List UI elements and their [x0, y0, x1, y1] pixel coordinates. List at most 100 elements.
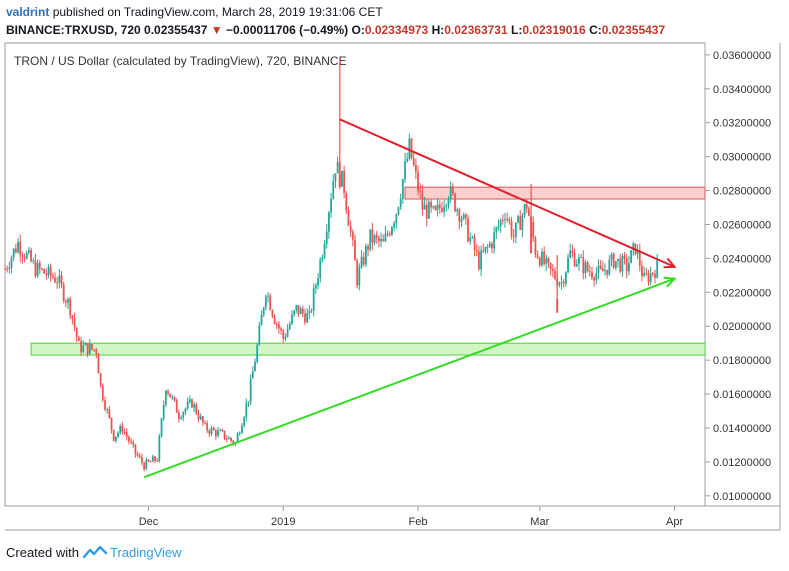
candle-down [49, 266, 52, 276]
candle-up [514, 222, 517, 237]
candle-down [134, 444, 137, 454]
candle-down [419, 190, 422, 193]
candle-down [430, 201, 432, 208]
y-tick-label: 0.02400000 [713, 253, 771, 265]
candle-down [60, 275, 63, 285]
candle-up [119, 425, 122, 433]
candle-down [375, 235, 378, 238]
x-tick-label: 2019 [271, 516, 295, 528]
candle-down [388, 234, 391, 236]
candle-up [323, 243, 326, 258]
candle-up [264, 296, 267, 308]
candle-up [364, 246, 367, 265]
candle-down [204, 422, 206, 424]
candle-up [384, 233, 387, 242]
candle-down [441, 208, 443, 212]
candle-down [582, 257, 585, 274]
candle-up [10, 257, 13, 268]
candle-down [97, 353, 100, 374]
candle-down [282, 330, 285, 339]
candle-down [178, 412, 180, 419]
candle-up [243, 417, 246, 426]
candle-up [306, 313, 309, 323]
y-tick-label: 0.01600000 [713, 389, 771, 401]
y-tick-label: 0.02600000 [713, 219, 771, 231]
candle-up [632, 243, 635, 251]
candle-up [397, 207, 400, 215]
candle-up [256, 344, 259, 362]
candle-down [645, 273, 648, 275]
author-link[interactable]: valdrint [6, 5, 50, 19]
candle-down [149, 461, 152, 463]
candle-up [325, 231, 328, 244]
candle-down [367, 246, 369, 250]
y-tick-label: 0.03200000 [713, 118, 771, 130]
candle-down [382, 238, 385, 242]
candle-down [208, 430, 211, 434]
candle-up [82, 345, 85, 352]
candle-down [221, 430, 224, 432]
candle-down [143, 462, 146, 470]
candle-down [4, 268, 6, 270]
candle-up [84, 343, 87, 346]
candle-down [156, 460, 159, 462]
candle-up [497, 226, 500, 228]
candle-down [451, 186, 454, 194]
candle-down [230, 437, 232, 441]
candle-up [656, 259, 659, 278]
plot-area [4, 42, 706, 507]
candle-up [523, 204, 526, 216]
candle-up [199, 416, 202, 420]
candle-down [534, 237, 537, 255]
candle-up [319, 259, 322, 279]
candle-up [162, 404, 165, 419]
candle-down [512, 236, 515, 238]
candle-down [410, 138, 413, 159]
candle-up [58, 275, 61, 283]
candle-up [408, 138, 411, 159]
candle-down [475, 250, 478, 252]
candle-up [488, 243, 491, 247]
candle-down [482, 250, 485, 252]
x-tick-label: Mar [530, 516, 549, 528]
resistance-trendline-arrowhead [663, 257, 677, 269]
candle-up [449, 186, 452, 199]
candle-down [38, 262, 41, 269]
candle-up [219, 430, 222, 432]
candle-down [386, 233, 389, 235]
candle-down [14, 248, 17, 253]
candle-down [175, 400, 178, 413]
candle-up [330, 198, 332, 213]
candle-up [401, 179, 404, 199]
candle-down [421, 192, 424, 210]
candle-down [112, 429, 115, 441]
candle-down [132, 442, 135, 445]
open-value: 0.02334973 [364, 23, 429, 37]
candle-up [630, 250, 632, 264]
candle-down [86, 343, 89, 355]
candle-up [597, 265, 600, 273]
candle-down [41, 268, 43, 270]
candle-up [186, 401, 189, 409]
candle-up [236, 433, 239, 443]
candle-down [458, 209, 461, 222]
candle-up [260, 314, 263, 326]
candle-down [130, 441, 132, 443]
candle-down [588, 270, 591, 273]
candle-down [34, 260, 37, 277]
candle-down [80, 340, 82, 352]
ohlc-line: BINANCE:TRXUSD, 720 0.02355437 ▼ −0.0001… [6, 23, 665, 37]
candle-up [369, 229, 372, 250]
candle-up [184, 408, 187, 413]
chart-title: TRON / US Dollar (calculated by TradingV… [14, 54, 347, 68]
candle-up [262, 307, 265, 315]
candle-up [8, 267, 11, 269]
candle-up [267, 295, 269, 297]
candle-up [358, 267, 361, 286]
candle-down [647, 273, 650, 283]
tradingview-brand-link[interactable]: TradingView [110, 545, 182, 560]
candle-down [536, 254, 539, 258]
publish-line: valdrint published on TradingView.com, M… [6, 5, 383, 19]
candle-down [356, 260, 359, 286]
